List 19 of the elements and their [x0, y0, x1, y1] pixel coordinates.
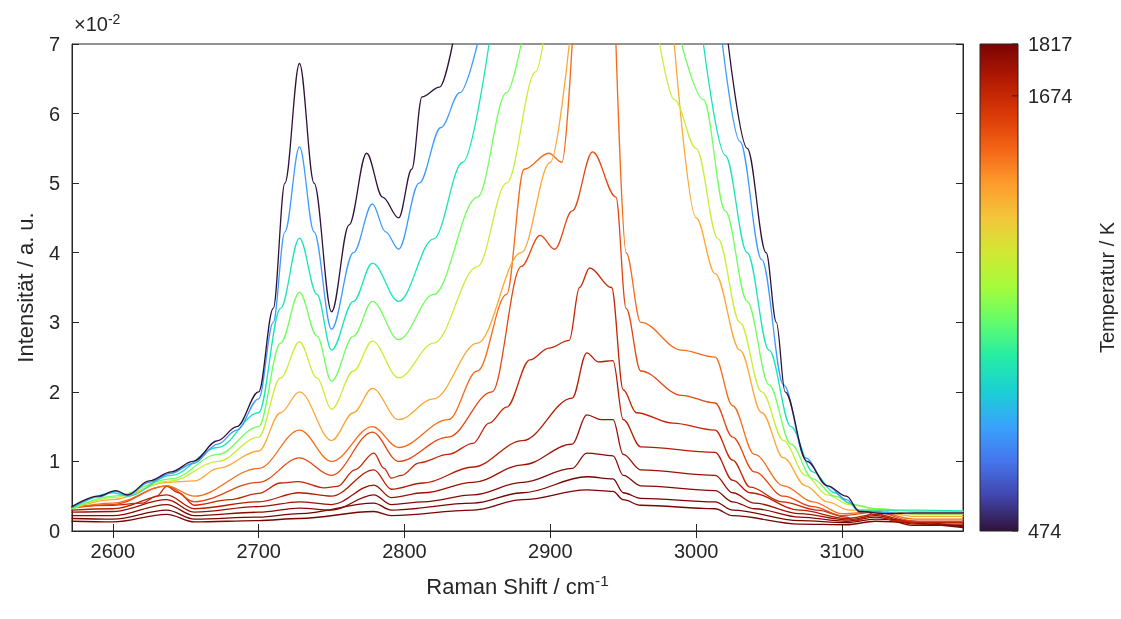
y-tick-label: 0: [48, 520, 60, 542]
y-tick-label: 1: [48, 450, 60, 473]
y-tick-label: 7: [48, 33, 60, 55]
x-tick-label: 2900: [528, 540, 573, 562]
y-tick-label: 5: [48, 172, 60, 195]
y-tick-label: 6: [48, 102, 60, 125]
color-bar-label: 1674: [1028, 84, 1073, 107]
color-bar-title: Temperatur / K: [1096, 221, 1118, 354]
x-tick-label: 3000: [673, 540, 719, 562]
x-tick-label: 2800: [382, 540, 427, 562]
y-tick-label: 2: [48, 380, 60, 403]
y-tick-label: 3: [48, 311, 60, 334]
x-tick-label: 3100: [819, 540, 865, 562]
color-bar-label: 474: [1028, 520, 1062, 542]
x-tick-label: 2600: [90, 540, 136, 562]
color-bar-label: 1817: [1028, 33, 1073, 55]
x-tick-label: 2700: [236, 540, 281, 562]
y-tick-label: 4: [48, 241, 60, 264]
y-axis-title: Intensität / a. u.: [12, 212, 38, 363]
